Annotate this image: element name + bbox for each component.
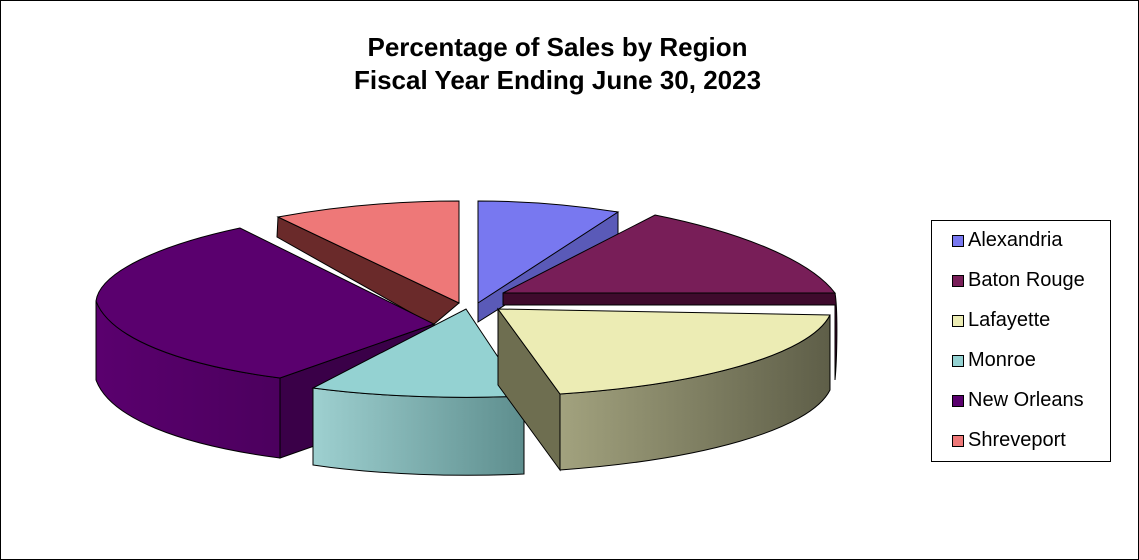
chart-title-block: Percentage of Sales by Region Fiscal Yea… [0, 31, 1115, 97]
pie-slice-lafayette [497, 307, 831, 472]
legend-item-baton-rouge: Baton Rouge [932, 270, 1110, 310]
legend-label-monroe: Monroe [968, 349, 1036, 371]
legend-swatch-monroe [952, 355, 964, 367]
legend-item-new-orleans: New Orleans [932, 390, 1110, 430]
legend-label-new-orleans: New Orleans [968, 389, 1084, 411]
chart-title: Percentage of Sales by Region [367, 32, 748, 62]
legend-label-shreveport: Shreveport [968, 429, 1066, 451]
legend-label-lafayette: Lafayette [968, 309, 1051, 331]
legend-swatch-lafayette [952, 315, 964, 327]
pie-slice-monroe [311, 308, 525, 476]
legend-item-lafayette: Lafayette [932, 310, 1110, 350]
legend-item-alexandria: Alexandria [932, 230, 1110, 270]
chart-legend: Alexandria Baton Rouge Lafayette Monroe … [931, 220, 1111, 462]
legend-swatch-new-orleans [952, 395, 964, 407]
legend-swatch-baton-rouge [952, 275, 964, 287]
legend-label-alexandria: Alexandria [968, 229, 1063, 251]
legend-item-monroe: Monroe [932, 350, 1110, 390]
pie-slice-baton-rouge [502, 214, 838, 381]
legend-item-shreveport: Shreveport [932, 430, 1110, 470]
legend-swatch-alexandria [952, 235, 964, 247]
chart-subtitle: Fiscal Year Ending June 30, 2023 [353, 65, 762, 95]
legend-label-baton-rouge: Baton Rouge [968, 269, 1085, 291]
legend-swatch-shreveport [952, 435, 964, 447]
